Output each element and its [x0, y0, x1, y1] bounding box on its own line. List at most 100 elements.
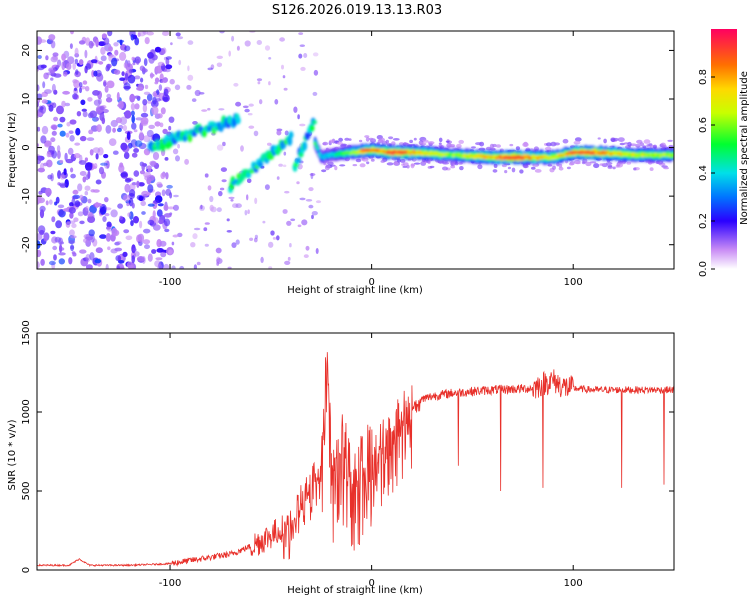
halo-blob: [534, 169, 542, 173]
noise-blob: [37, 55, 42, 59]
noise-blob: [244, 209, 248, 216]
noise-blob: [48, 145, 55, 153]
noise-blob: [88, 229, 95, 237]
halo-blob: [566, 166, 571, 170]
noise-blob: [248, 125, 255, 129]
noise-blob: [146, 129, 154, 138]
noise-blob: [142, 103, 148, 113]
noise-blob: [110, 248, 118, 254]
halo-blob: [334, 165, 338, 171]
noise-blob: [80, 99, 86, 106]
noise-blob: [58, 252, 66, 256]
noise-blob: [216, 207, 222, 213]
noise-blob: [253, 130, 259, 137]
noise-blob: [228, 50, 231, 57]
x-tick-label: 0: [368, 277, 374, 288]
noise-blob: [93, 99, 101, 106]
noise-blob: [165, 56, 172, 60]
noise-blob: [112, 127, 116, 133]
noise-blob: [134, 37, 140, 46]
noise-blob: [130, 220, 134, 227]
noise-blob: [52, 52, 59, 57]
noise-blob: [137, 233, 145, 243]
noise-blob: [85, 63, 92, 70]
noise-blob: [147, 253, 153, 262]
noise-blob: [308, 204, 314, 209]
halo-blob: [478, 147, 486, 151]
noise-blob: [268, 241, 274, 248]
noise-blob: [42, 81, 46, 89]
noise-blob: [298, 53, 303, 59]
noise-blob: [70, 173, 76, 179]
noise-blob: [248, 103, 254, 107]
track-blob: [187, 133, 193, 143]
noise-blob: [77, 211, 84, 217]
noise-blob: [247, 209, 250, 214]
track-blob: [288, 131, 294, 139]
noise-blob: [264, 184, 270, 191]
noise-blob: [282, 75, 286, 79]
noise-blob: [152, 152, 160, 160]
band-segment: [316, 146, 320, 151]
halo-blob: [589, 161, 597, 164]
noise-blob: [268, 57, 272, 60]
noise-blob: [98, 61, 104, 65]
noise-blob: [131, 122, 137, 130]
noise-blob: [78, 160, 87, 165]
noise-blob: [219, 31, 225, 34]
noise-blob: [244, 108, 250, 113]
noise-blob: [69, 119, 77, 125]
spectrogram-x-ticks: -100 0 100: [159, 31, 583, 288]
noise-blob: [134, 75, 141, 80]
halo-blob: [385, 139, 389, 144]
snr-x-ticks: -100 0 100: [159, 333, 583, 589]
noise-blob: [45, 187, 52, 197]
noise-blob: [50, 40, 56, 49]
noise-blob: [308, 187, 314, 192]
noise-blob: [161, 189, 166, 197]
noise-blob: [84, 49, 88, 59]
noise-blob: [231, 242, 237, 249]
noise-blob: [169, 78, 175, 85]
noise-blob: [116, 127, 122, 133]
noise-blob: [140, 200, 146, 207]
noise-blob: [43, 234, 48, 242]
noise-blob: [246, 194, 249, 201]
halo-blob: [619, 142, 625, 146]
noise-blob: [131, 152, 138, 158]
halo-blob: [429, 165, 435, 169]
noise-blob: [236, 45, 240, 51]
halo-blob: [626, 161, 632, 165]
noise-blob: [136, 256, 145, 262]
noise-blob: [121, 71, 125, 77]
noise-blob: [132, 248, 137, 252]
figure-title: S126.2026.019.13.13.R03: [272, 3, 442, 18]
noise-blob: [141, 162, 145, 172]
noise-blob: [151, 106, 159, 115]
halo-blob: [450, 162, 456, 167]
noise-blob: [140, 120, 148, 127]
noise-blob: [85, 205, 89, 212]
noise-blob: [107, 246, 111, 251]
track-blob: [235, 116, 241, 125]
noise-blob: [65, 158, 74, 164]
halo-blob: [593, 163, 600, 169]
noise-blob: [119, 77, 126, 81]
noise-blob: [97, 41, 106, 47]
noise-blob: [99, 203, 107, 213]
noise-blob: [218, 108, 225, 111]
noise-blob: [55, 65, 59, 70]
noise-blob: [207, 185, 212, 191]
noise-blob: [120, 172, 128, 178]
noise-blob: [235, 239, 240, 245]
noise-blob: [88, 40, 94, 49]
halo-blob: [339, 164, 346, 167]
halo-blob: [667, 139, 673, 142]
noise-blob: [123, 151, 130, 160]
noise-blob: [221, 179, 227, 183]
noise-blob: [150, 72, 154, 79]
noise-blob: [70, 31, 74, 35]
noise-blob: [305, 199, 313, 202]
noise-blob: [284, 190, 290, 194]
